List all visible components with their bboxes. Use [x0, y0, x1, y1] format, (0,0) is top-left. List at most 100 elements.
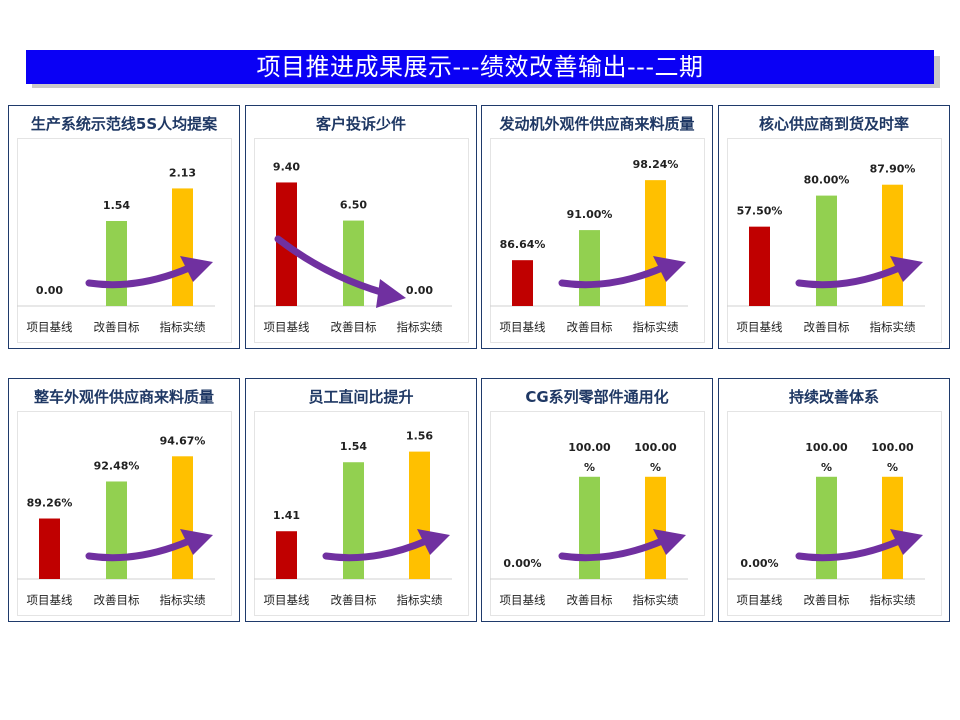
x-tick-label: 项目基线 [737, 320, 783, 334]
trend-arrow-shaft [558, 264, 666, 289]
bar [749, 226, 770, 306]
data-label: 9.40 [273, 160, 300, 173]
bar-chart: 9.40 项目基线 6.50 改善目标 0.00 指标实绩 [254, 138, 469, 343]
x-tick-label: 项目基线 [27, 593, 73, 607]
x-tick-label: 改善目标 [804, 593, 850, 607]
bar [882, 184, 903, 306]
bar [882, 476, 903, 579]
bar [343, 462, 364, 579]
chart-title: 生产系统示范线5S人均提案 [30, 115, 218, 133]
chart-panel: 发动机外观件供应商来料质量 86.64% 项目基线 91.00% 改善目标 98.24% 指… [481, 105, 713, 349]
bar [39, 518, 60, 579]
chart-panel: 核心供应商到货及时率 57.50% 项目基线 80.00% 改善目标 87.90% 指标实绩 [718, 105, 950, 349]
trend-arrow-head [376, 279, 406, 308]
chart-panel: 持续改善体系 0.00% 项目基线 100.00% 改善目标 100.00% 指标实绩 [718, 378, 950, 622]
data-label: 0.00% [503, 557, 541, 570]
bar-chart: 86.64% 项目基线 91.00% 改善目标 98.24% 指标实绩 [490, 138, 705, 343]
x-tick-label: 项目基线 [264, 320, 310, 334]
chart-panel: 生产系统示范线5S人均提案 0.00 项目基线 1.54 改善目标 2.13 指标实绩 [8, 105, 240, 349]
x-tick-label: 项目基线 [737, 593, 783, 607]
trend-arrow-head [890, 256, 923, 282]
x-tick-label: 指标实绩 [160, 320, 206, 334]
x-tick-label: 改善目标 [567, 593, 613, 607]
bar [816, 195, 837, 306]
bar-chart: 89.26% 项目基线 92.48% 改善目标 94.67% 指标实绩 [17, 411, 232, 616]
chart-title: 员工直间比提升 [308, 388, 414, 406]
plot-area-frame [727, 138, 942, 343]
data-label: 92.48% [94, 459, 140, 472]
x-tick-label: 项目基线 [500, 320, 546, 334]
x-tick-label: 指标实绩 [397, 593, 443, 607]
x-tick-label: 指标实绩 [160, 593, 206, 607]
plot-area-frame [727, 411, 942, 616]
x-tick-label: 改善目标 [331, 320, 377, 334]
chart-title: 持续改善体系 [788, 388, 879, 406]
data-label: 91.00% [567, 208, 613, 221]
bar [172, 456, 193, 579]
plot-area-frame [254, 138, 469, 343]
x-tick-label: 指标实绩 [397, 320, 443, 334]
chart-title: CG系列零部件通用化 [525, 388, 669, 406]
plot-area-frame [490, 411, 705, 616]
bar [645, 180, 666, 306]
x-tick-label: 指标实绩 [633, 593, 679, 607]
bar-chart: 0.00 项目基线 1.54 改善目标 2.13 指标实绩 [17, 138, 232, 343]
trend-arrow-head [890, 529, 923, 555]
trend-arrow-shaft [274, 235, 392, 298]
x-tick-label: 项目基线 [27, 320, 73, 334]
data-label: 1.41 [273, 509, 300, 522]
data-label: 0.00 [36, 284, 63, 297]
trend-arrow-shaft [558, 537, 666, 562]
data-label: 94.67% [160, 434, 206, 447]
x-tick-label: 指标实绩 [870, 593, 916, 607]
x-tick-label: 改善目标 [804, 320, 850, 334]
trend-arrow-head [653, 529, 686, 555]
bar [579, 476, 600, 579]
bar-chart: 57.50% 项目基线 80.00% 改善目标 87.90% 指标实绩 [727, 138, 942, 343]
data-label: 1.56 [406, 430, 433, 443]
data-label: 100.00% [634, 441, 677, 474]
x-tick-label: 项目基线 [264, 593, 310, 607]
bar [409, 451, 430, 579]
x-tick-label: 改善目标 [94, 593, 140, 607]
bar [816, 476, 837, 579]
bar [106, 220, 127, 306]
x-tick-label: 改善目标 [331, 593, 377, 607]
data-label: 86.64% [500, 238, 546, 251]
data-label: 0.00 [406, 284, 433, 297]
plot-area-frame [17, 138, 232, 343]
data-label: 100.00% [568, 441, 611, 474]
bar-chart: 0.00% 项目基线 100.00 % 改善目标 100.00 % 指标实绩 [727, 411, 942, 616]
bar-chart: 0.00% 项目基线 100.00 % 改善目标 100.00 % 指标实绩 [490, 411, 705, 616]
plot-area-frame [254, 411, 469, 616]
bar [343, 220, 364, 306]
trend-arrow-head [180, 529, 213, 555]
data-label: 89.26% [27, 497, 73, 510]
chart-title: 客户投诉少件 [315, 115, 406, 133]
data-label: 6.50 [340, 199, 367, 212]
chart-title: 整车外观件供应商来料质量 [33, 388, 214, 406]
bar-chart: 1.41 项目基线 1.54 改善目标 1.56 指标实绩 [254, 411, 469, 616]
chart-panel: 客户投诉少件 9.40 项目基线 6.50 改善目标 0.00 指标实绩 [245, 105, 477, 349]
data-label: 1.54 [340, 440, 367, 453]
chart-panel: 员工直间比提升 1.41 项目基线 1.54 改善目标 1.56 指标实绩 [245, 378, 477, 622]
x-tick-label: 指标实绩 [633, 320, 679, 334]
plot-area-frame [490, 138, 705, 343]
trend-arrow-shaft [795, 264, 903, 289]
data-label: 2.13 [169, 166, 196, 179]
data-label: 80.00% [804, 174, 850, 187]
x-tick-label: 改善目标 [567, 320, 613, 334]
bar [276, 531, 297, 579]
x-tick-label: 项目基线 [500, 593, 546, 607]
trend-arrow-head [180, 256, 213, 282]
chart-title: 发动机外观件供应商来料质量 [499, 115, 695, 133]
plot-area-frame [17, 411, 232, 616]
bar [172, 188, 193, 306]
data-label: 1.54 [103, 199, 130, 212]
bar [645, 476, 666, 579]
bar [579, 230, 600, 306]
chart-panel: 整车外观件供应商来料质量 89.26% 项目基线 92.48% 改善目标 94.67% 指标… [8, 378, 240, 622]
x-tick-label: 改善目标 [94, 320, 140, 334]
data-label: 98.24% [633, 158, 679, 171]
data-label: 57.50% [737, 205, 783, 218]
